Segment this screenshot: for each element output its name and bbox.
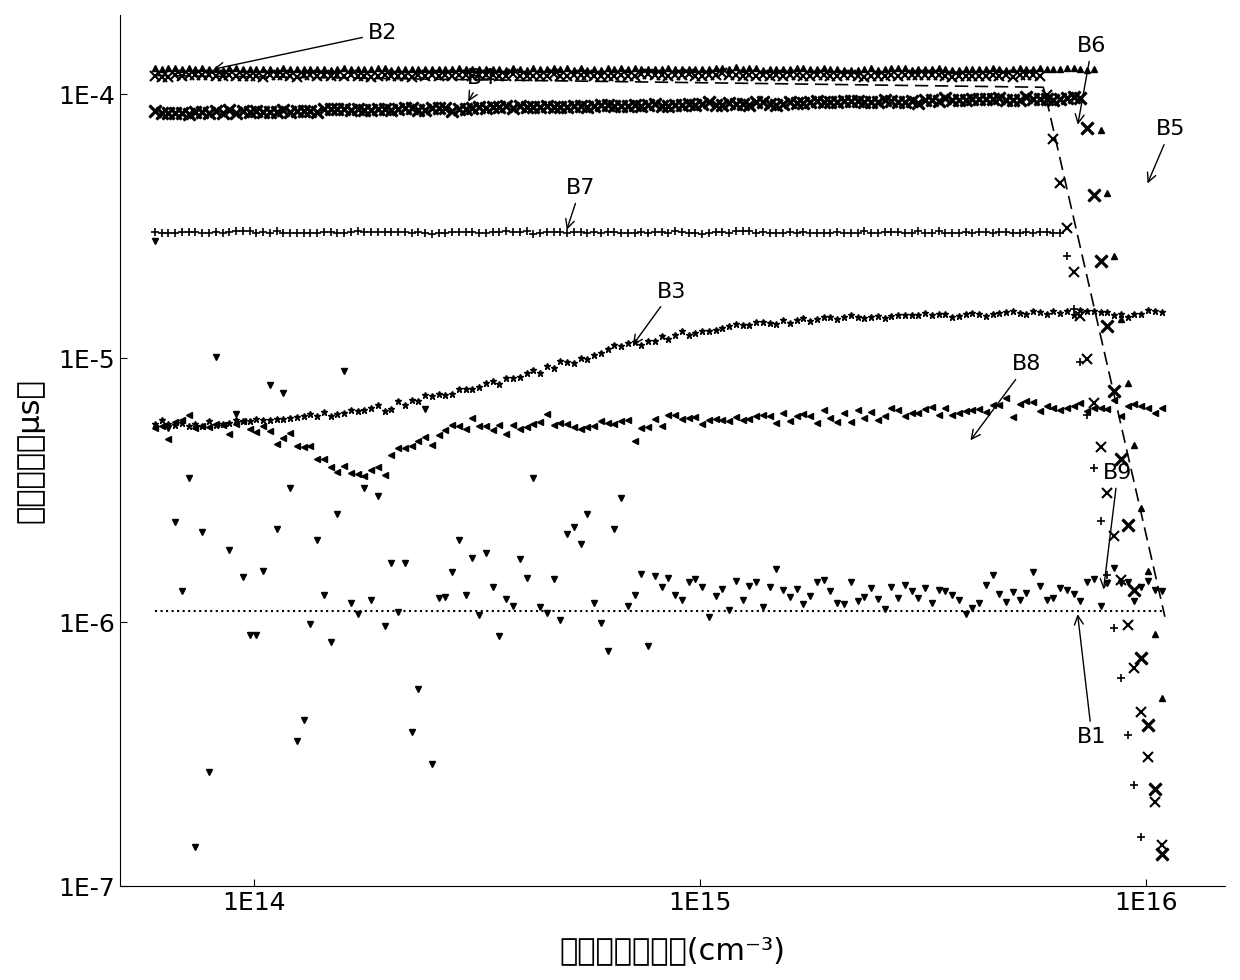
Text: B2: B2: [215, 24, 397, 72]
Text: B9: B9: [1100, 463, 1132, 588]
Text: B4: B4: [467, 68, 496, 100]
Text: B1: B1: [1074, 615, 1106, 747]
Text: B3: B3: [634, 281, 686, 344]
X-axis label: 少数载流子密度(cm⁻³): 少数载流子密度(cm⁻³): [559, 936, 785, 965]
Text: B6: B6: [1075, 36, 1106, 123]
Text: B8: B8: [971, 355, 1042, 439]
Y-axis label: 少子寿命（μs）: 少子寿命（μs）: [15, 378, 43, 523]
Text: B5: B5: [1147, 120, 1185, 182]
Text: B7: B7: [565, 178, 595, 228]
